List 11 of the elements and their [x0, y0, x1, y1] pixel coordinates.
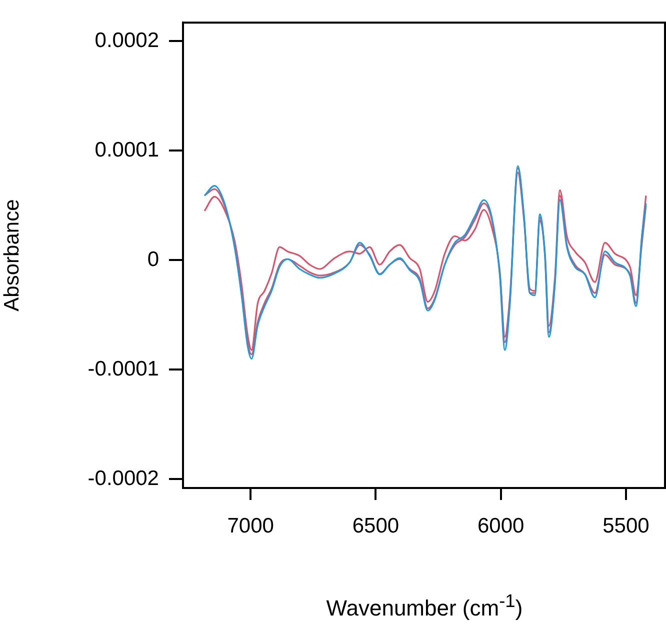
x-tick-label: 6500 — [352, 514, 400, 538]
y-tick-label: 0 — [147, 248, 159, 272]
y-axis-title: Absorbance — [0, 199, 24, 312]
x-axis-title: Wavenumber (cm$^{-1}$) — [325, 590, 524, 622]
x-tick-label: 7000 — [227, 514, 274, 538]
x-tick-label: 6000 — [477, 514, 524, 538]
y-tick-label: -0.0002 — [88, 467, 159, 490]
x-tick-label: 5500 — [602, 514, 650, 538]
y-tick-label: 0.0001 — [94, 138, 159, 162]
y-tick-label: -0.0001 — [88, 358, 159, 381]
y-tick-label: 0.0002 — [94, 29, 159, 52]
